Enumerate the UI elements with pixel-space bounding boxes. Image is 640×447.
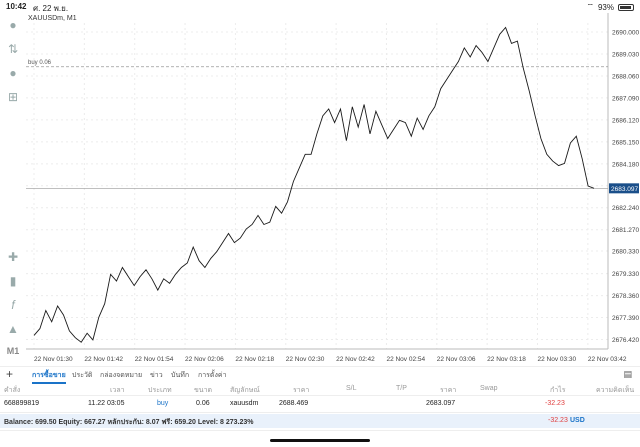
crosshair-icon[interactable]: ✚ [7,250,19,264]
battery-icon [618,3,634,11]
col-size: ขนาด [194,387,213,394]
balance-bar: Balance: 699.50 Equity: 667.27 หลักประกั… [0,414,640,428]
y-tick-label: 2689.030 [612,52,639,59]
candles-icon[interactable]: ▮ [9,274,17,288]
home-indicator[interactable] [270,439,370,442]
price-line-series [33,26,595,343]
col-comment: ความคิดเห็น [596,387,635,394]
col-current: ราคา [440,387,457,394]
clock: 10:42 [6,2,27,11]
col-time: เวลา [110,387,125,394]
currency-label: USD [570,417,585,424]
x-tick-label: 22 Nov 03:06 [437,356,476,363]
y-tick-label: 2678.360 [612,293,639,300]
positions-table: คำสั่ง เวลา ประเภท ขนาด สัญลักษณ์ ราคา S… [0,382,640,413]
price-chart[interactable]: 22 Nov 01:30 22 Nov 01:42 22 Nov 01:54 22 N… [26,13,640,363]
chart-symbol-label: XAUUSDm, M1 [28,15,77,22]
row-type: buy [157,400,169,407]
y-tick-label: 2679.330 [612,271,639,278]
col-profit: กำไร [550,387,566,394]
y-tick-label: 2686.120 [612,117,639,124]
panel-toggle-icon[interactable]: ▤ [623,369,632,379]
current-price-box [609,183,639,194]
tab-mailbox[interactable]: กล่องจดหมาย [100,372,143,379]
row-price: 2688.469 [279,400,309,407]
table-row[interactable]: 668899819 11.22 03:05 buy 0.06 xauusdm 2… [0,396,640,413]
y-tick-label: 2684.180 [612,161,639,168]
tab-trade[interactable]: การซื้อขาย [32,372,66,384]
x-tick-label: 22 Nov 02:30 [286,356,325,363]
buy-line-label: buy 0.06 [28,60,52,66]
objects-icon[interactable]: ▲ [7,322,19,336]
row-size: 0.06 [196,400,210,407]
row-symbol: xauusdm [230,400,259,407]
balance-summary: Balance: 699.50 Equity: 667.27 หลักประกั… [4,419,254,426]
row-time: 11.22 03:05 [88,400,125,407]
chat-icon[interactable]: ● [9,66,17,80]
bottom-bar [0,430,640,447]
y-tick-label: 2688.060 [612,73,639,80]
timeframe-button[interactable]: M1 [6,346,20,356]
x-tick-label: 22 Nov 03:30 [538,356,577,363]
chart-toolbar: ● ⇅ ● ⊞ ✚ ▮ f ▲ M1 [0,13,26,363]
tab-settings[interactable]: การตั้งค่า [198,372,227,379]
row-order: 668899819 [4,400,40,407]
x-tick-label: 22 Nov 02:18 [235,356,274,363]
y-tick-label: 2682.240 [612,205,639,212]
col-symbol: สัญลักษณ์ [230,387,260,394]
y-tick-label: 2685.150 [612,139,639,146]
col-tp: T/P [396,385,407,392]
person-icon[interactable]: ● [9,18,17,32]
x-tick-label: 22 Nov 02:06 [185,356,224,363]
y-tick-label: 2687.090 [612,95,639,102]
tab-news[interactable]: ข่าว [150,372,163,379]
x-tick-label: 22 Nov 02:54 [386,356,425,363]
x-tick-label: 22 Nov 02:42 [336,356,375,363]
y-tick-label: 2676.420 [612,337,639,344]
x-tick-label: 22 Nov 03:18 [487,356,526,363]
x-tick-label: 22 Nov 01:30 [34,356,73,363]
trade-icon[interactable]: ⇅ [7,42,19,56]
x-tick-label: 22 Nov 01:54 [135,356,174,363]
row-current: 2683.097 [426,400,456,407]
tab-history[interactable]: ประวัติ [72,372,93,379]
status-bar: 10:42 ศ. 22 พ.ย. ⌔ 93% [0,0,640,13]
x-tick-label: 22 Nov 03:42 [588,356,627,363]
table-header: คำสั่ง เวลา ประเภท ขนาด สัญลักษณ์ ราคา S… [0,382,640,396]
col-sl: S/L [346,385,357,392]
y-tick-label: 2677.390 [612,315,639,322]
chart-canvas[interactable]: 22 Nov 01:30 22 Nov 01:42 22 Nov 01:54 22 N… [26,13,640,363]
col-swap: Swap [480,385,498,392]
y-tick-label: 2680.330 [612,248,639,255]
add-button[interactable]: + [6,367,14,381]
y-tick-label: 2681.270 [612,227,639,234]
total-profit: -32.23 [548,417,568,424]
wifi-icon: ⌔ [586,2,594,11]
col-price: ราคา [293,387,310,394]
new-order-icon[interactable]: ⊞ [7,90,19,104]
function-icon[interactable]: f [11,298,15,312]
date: ศ. 22 พ.ย. [33,4,69,13]
current-price-label: 2683.097 [611,186,638,193]
row-profit: -32.23 [545,400,565,407]
y-tick-label: 2690.000 [612,30,639,37]
tab-journal[interactable]: บันทึก [171,372,190,379]
battery-percent: 93% [597,2,614,12]
terminal-tabs: + การซื้อขาย ประวัติ กล่องจดหมาย ข่าว บั… [0,366,640,384]
x-tick-label: 22 Nov 01:42 [84,356,123,363]
col-order: คำสั่ง [4,387,21,394]
col-type: ประเภท [148,387,172,394]
